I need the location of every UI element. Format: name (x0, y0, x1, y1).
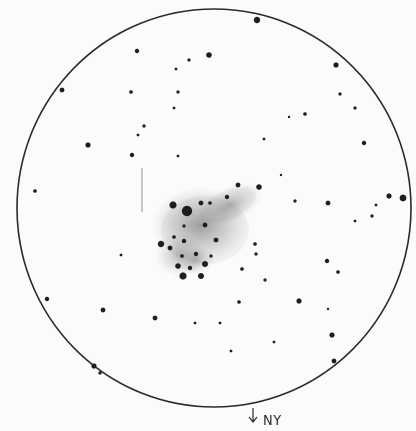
star (333, 62, 339, 68)
star (206, 52, 212, 58)
star (198, 273, 204, 279)
star (187, 265, 193, 271)
star (263, 278, 267, 282)
field-of-view-circle (16, 8, 412, 408)
star (157, 240, 165, 248)
star (272, 340, 276, 344)
star (169, 201, 177, 209)
star (129, 90, 133, 94)
star (329, 332, 335, 338)
star-field (33, 16, 407, 375)
star (296, 298, 302, 304)
star (181, 205, 193, 217)
star (256, 184, 262, 190)
star (209, 254, 213, 258)
star (91, 363, 97, 369)
star (326, 307, 330, 311)
orientation-marker: NY (248, 408, 282, 429)
star (175, 263, 181, 269)
star (279, 173, 283, 177)
star (134, 48, 140, 54)
star (174, 67, 178, 71)
star (59, 87, 65, 93)
star (142, 124, 146, 128)
star (152, 315, 158, 321)
orientation-label: NY (263, 414, 282, 429)
cluster-nebulosity (152, 182, 263, 277)
star (172, 106, 176, 110)
star (386, 193, 392, 199)
star (202, 222, 208, 228)
star (353, 219, 357, 223)
star (33, 189, 37, 193)
star (98, 371, 102, 375)
star (100, 307, 106, 313)
star (136, 133, 140, 137)
star (180, 254, 184, 258)
star (324, 258, 330, 264)
star (353, 106, 357, 110)
star (181, 238, 187, 244)
star (331, 358, 337, 364)
star (119, 253, 123, 257)
star (254, 252, 258, 256)
star (336, 270, 340, 274)
star (193, 321, 197, 325)
star (399, 194, 407, 202)
star (235, 182, 241, 188)
star (176, 90, 180, 94)
star (293, 199, 297, 203)
star (287, 115, 291, 119)
star (198, 200, 204, 206)
star (44, 296, 50, 302)
star (240, 267, 244, 271)
star (187, 58, 191, 62)
star (167, 245, 173, 251)
star (172, 235, 176, 239)
star (370, 214, 374, 218)
star (213, 237, 219, 243)
star (338, 92, 342, 96)
star (182, 224, 186, 228)
star (303, 112, 307, 116)
star (208, 201, 212, 205)
star (176, 154, 180, 158)
star (129, 152, 135, 158)
star (361, 140, 367, 146)
star (374, 203, 378, 207)
star (262, 137, 266, 141)
star (237, 300, 241, 304)
star (218, 321, 222, 325)
star (224, 194, 230, 200)
star (193, 251, 199, 257)
star (325, 200, 331, 206)
star (229, 349, 233, 353)
star (253, 16, 261, 24)
orientation-arrow-head (248, 416, 258, 423)
star (179, 272, 187, 280)
star (85, 142, 91, 148)
star (202, 261, 208, 267)
star (253, 242, 257, 246)
